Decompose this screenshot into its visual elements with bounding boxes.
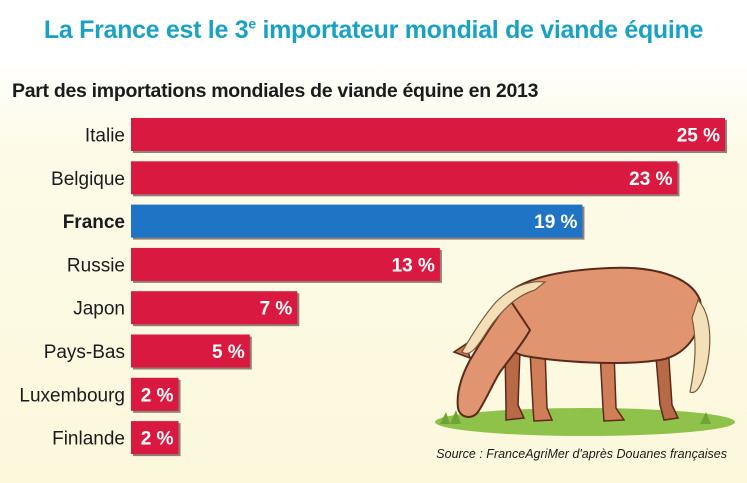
- category-label-finlande: Finlande: [52, 429, 125, 450]
- bar-italie: [131, 118, 725, 151]
- bar-pays-bas: [131, 334, 250, 368]
- chart-subtitle: Part des importations mondiales de viand…: [12, 80, 539, 102]
- bar-russie: [131, 247, 440, 281]
- artist-signature: [718, 405, 732, 435]
- value-label-russie: 13 %: [392, 255, 435, 276]
- chart-source: Source : FranceAgriMer d'après Douanes f…: [436, 447, 727, 461]
- category-label-japon: Japon: [73, 299, 125, 320]
- bar-japon: [131, 291, 298, 325]
- category-label-italie: Italie: [85, 126, 125, 147]
- category-label-france: France: [63, 212, 125, 233]
- value-label-luxembourg: 2 %: [141, 385, 174, 406]
- bar-france: [131, 204, 583, 238]
- value-label-italie: 25 %: [677, 126, 720, 147]
- chart-title: La France est le 3e importateur mondial …: [43, 15, 704, 44]
- value-label-finlande: 2 %: [141, 429, 174, 450]
- category-label-luxembourg: Luxembourg: [19, 385, 125, 406]
- value-label-pays-bas: 5 %: [212, 342, 245, 363]
- bar-finlande: [131, 421, 179, 455]
- category-label-pays-bas: Pays-Bas: [44, 342, 125, 363]
- value-label-france: 19 %: [534, 212, 577, 233]
- category-label-russie: Russie: [67, 255, 125, 276]
- value-label-japon: 7 %: [260, 299, 293, 320]
- value-label-belgique: 23 %: [629, 169, 672, 190]
- horse-illustration: [435, 266, 735, 436]
- bar-luxembourg: [131, 377, 179, 411]
- bar-belgique: [131, 161, 678, 195]
- category-label-belgique: Belgique: [51, 169, 125, 190]
